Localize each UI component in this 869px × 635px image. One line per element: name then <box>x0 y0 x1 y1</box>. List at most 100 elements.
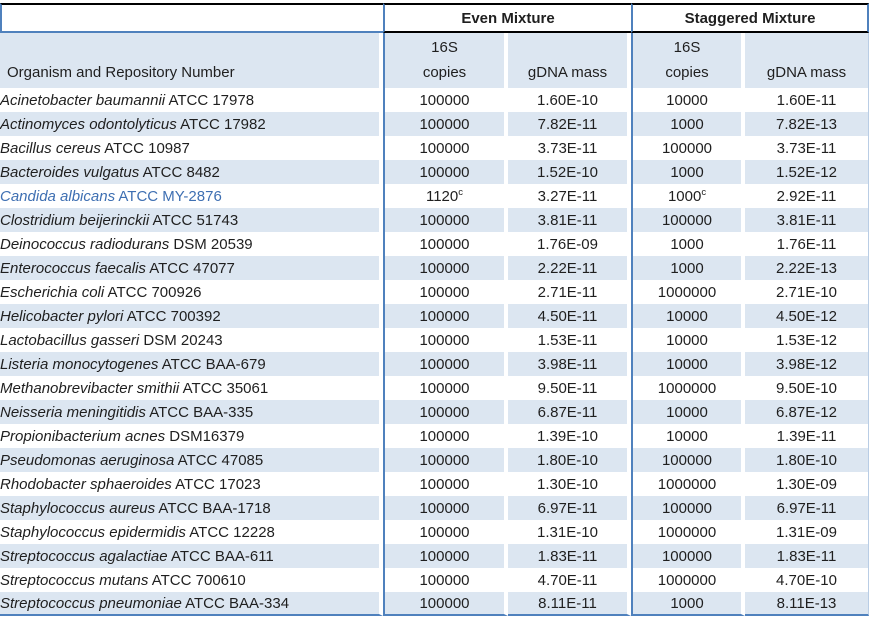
even-gdna-mass-cell: 8.11E-11 <box>508 592 631 616</box>
organism-species: Lactobacillus gasseri <box>0 331 140 349</box>
organism-repository-number: ATCC 17982 <box>176 115 266 133</box>
table-row: Actinomyces odontolyticus ATCC 17982 100… <box>0 112 869 136</box>
table-row: Pseudomonas aeruginosa ATCC 47085 100000… <box>0 448 869 472</box>
staggered-16s-copies-cell: 1000000 <box>631 568 745 592</box>
staggered-16s-line: 16S <box>673 39 701 56</box>
organism-repository-number: ATCC BAA-1718 <box>155 499 271 517</box>
organism-repository-number: DSM 20243 <box>139 331 223 349</box>
table-row: Deinococcus radiodurans DSM 20539 100000… <box>0 232 869 256</box>
even-gdna-mass-cell: 1.80E-10 <box>508 448 631 472</box>
even-gdna-mass-cell: 6.87E-11 <box>508 400 631 424</box>
organism-cell: Deinococcus radiodurans DSM 20539 <box>0 232 383 256</box>
staggered-gdna-mass-cell: 3.73E-11 <box>745 136 869 160</box>
table-row: Lactobacillus gasseri DSM 20243 100000 1… <box>0 328 869 352</box>
organism-species: Streptococcus agalactiae <box>0 547 168 565</box>
table-row: Enterococcus faecalis ATCC 47077 100000 … <box>0 256 869 280</box>
staggered-16s-copies-cell: 10000 <box>631 424 745 448</box>
staggered-gdna-mass-cell: 2.71E-10 <box>745 280 869 304</box>
even-gdna-mass-cell: 3.27E-11 <box>508 184 631 208</box>
organism-repository-number: ATCC 17978 <box>165 91 255 109</box>
table-row: Streptococcus agalactiae ATCC BAA-611 10… <box>0 544 869 568</box>
even-16s-copies-cell: 100000 <box>383 328 508 352</box>
table-row: Escherichia coli ATCC 700926 100000 2.71… <box>0 280 869 304</box>
organism-species: Pseudomonas aeruginosa <box>0 451 175 469</box>
organism-repository-number: ATCC BAA-334 <box>181 594 290 612</box>
mock-community-table: Even Mixture Staggered Mixture Organism … <box>0 3 869 616</box>
organism-species: Deinococcus radiodurans <box>0 235 170 253</box>
even-16s-copies-cell: 100000 <box>383 232 508 256</box>
organism-repository-number: ATCC 700610 <box>148 571 246 589</box>
even-gdna-mass-cell: 1.52E-10 <box>508 160 631 184</box>
staggered-16s-copies-cell: 1000000 <box>631 376 745 400</box>
organism-cell: Listeria monocytogenes ATCC BAA-679 <box>0 352 383 376</box>
even-gdna-mass-cell: 3.98E-11 <box>508 352 631 376</box>
table-row: Streptococcus mutans ATCC 700610 100000 … <box>0 568 869 592</box>
organism-species: Bacteroides vulgatus <box>0 163 140 181</box>
even-gdna-mass-cell: 1.53E-11 <box>508 328 631 352</box>
staggered-16s-copies-cell: 1000 <box>631 256 745 280</box>
staggered-gdna-mass-cell: 1.76E-11 <box>745 232 869 256</box>
even-16s-copies-cell: 100000 <box>383 448 508 472</box>
even-gdna-mass-cell: 1.60E-10 <box>508 88 631 112</box>
even-gdna-mass-cell: 2.22E-11 <box>508 256 631 280</box>
page: { "table": { "group_headers": { "even": … <box>0 3 869 635</box>
organism-cell: Streptococcus pneumoniae ATCC BAA-334 <box>0 592 383 616</box>
staggered-gdna-mass-header: gDNA mass <box>745 33 869 88</box>
even-gdna-mass-cell: 1.39E-10 <box>508 424 631 448</box>
organism-species: Streptococcus mutans <box>0 571 149 589</box>
staggered-16s-copies-header: 16S copies <box>631 33 745 88</box>
even-16s-copies-cell: 100000 <box>383 520 508 544</box>
staggered-gdna-mass-cell: 1.31E-09 <box>745 520 869 544</box>
even-gdna-mass-cell: 3.73E-11 <box>508 136 631 160</box>
even-gdna-mass-cell: 3.81E-11 <box>508 208 631 232</box>
organism-species: Methanobrevibacter smithii <box>0 379 180 397</box>
organism-cell: Propionibacterium acnes DSM16379 <box>0 424 383 448</box>
staggered-16s-copies-cell: 100000 <box>631 136 745 160</box>
even-16s-copies-cell: 100000 <box>383 352 508 376</box>
even-16s-copies-cell: 100000 <box>383 256 508 280</box>
staggered-gdna-mass-cell: 3.81E-11 <box>745 208 869 232</box>
staggered-gdna-mass-cell: 1.80E-10 <box>745 448 869 472</box>
organism-repository-number: ATCC 47077 <box>145 259 235 277</box>
organism-species: Actinomyces odontolyticus <box>0 115 177 133</box>
table-row: Staphylococcus epidermidis ATCC 12228 10… <box>0 520 869 544</box>
organism-column-header: Organism and Repository Number <box>0 33 383 88</box>
even-gdna-mass-cell: 1.76E-09 <box>508 232 631 256</box>
organism-header-spacer <box>0 3 383 33</box>
table-row: Clostridium beijerinckii ATCC 51743 1000… <box>0 208 869 232</box>
table-row: Acinetobacter baumannii ATCC 17978 10000… <box>0 88 869 112</box>
organism-cell: Escherichia coli ATCC 700926 <box>0 280 383 304</box>
organism-species: Bacillus cereus <box>0 139 101 157</box>
organism-species: Rhodobacter sphaeroides <box>0 475 172 493</box>
organism-repository-number: ATCC BAA-611 <box>167 547 274 565</box>
organism-repository-number: ATCC 10987 <box>100 139 190 157</box>
organism-cell: Pseudomonas aeruginosa ATCC 47085 <box>0 448 383 472</box>
table-row: Listeria monocytogenes ATCC BAA-679 1000… <box>0 352 869 376</box>
organism-species: Staphylococcus epidermidis <box>0 523 186 541</box>
table-row: Helicobacter pylori ATCC 700392 100000 4… <box>0 304 869 328</box>
even-gdna-mass-cell: 4.50E-11 <box>508 304 631 328</box>
staggered-16s-copies-cell: 10000 <box>631 400 745 424</box>
table-header: Even Mixture Staggered Mixture Organism … <box>0 3 869 88</box>
organism-species: Neisseria meningitidis <box>0 403 146 421</box>
staggered-16s-copies-cell: 1000 <box>631 160 745 184</box>
staggered-gdna-mass-cell: 1.30E-09 <box>745 472 869 496</box>
organism-cell: Actinomyces odontolyticus ATCC 17982 <box>0 112 383 136</box>
footnote-marker: c <box>458 186 463 198</box>
even-16s-copies-header: 16S copies <box>383 33 508 88</box>
organism-cell: Staphylococcus epidermidis ATCC 12228 <box>0 520 383 544</box>
even-16s-copies-cell: 100000 <box>383 400 508 424</box>
staggered-gdna-mass-cell: 3.98E-12 <box>745 352 869 376</box>
even-copies-line: copies <box>422 64 467 81</box>
even-16s-copies-cell: 100000 <box>383 280 508 304</box>
organism-cell: Neisseria meningitidis ATCC BAA-335 <box>0 400 383 424</box>
organism-repository-number: ATCC BAA-335 <box>145 403 254 421</box>
even-16s-copies-cell: 100000 <box>383 496 508 520</box>
staggered-16s-copies-cell: 10000 <box>631 88 745 112</box>
table-body: Acinetobacter baumannii ATCC 17978 10000… <box>0 88 869 616</box>
even-16s-copies-cell: 100000 <box>383 88 508 112</box>
organism-cell: Helicobacter pylori ATCC 700392 <box>0 304 383 328</box>
staggered-16s-copies-cell: 10000 <box>631 352 745 376</box>
table-row: Candida albicans ATCC MY-2876 1120c 3.27… <box>0 184 869 208</box>
organism-species: Clostridium beijerinckii <box>0 211 150 229</box>
